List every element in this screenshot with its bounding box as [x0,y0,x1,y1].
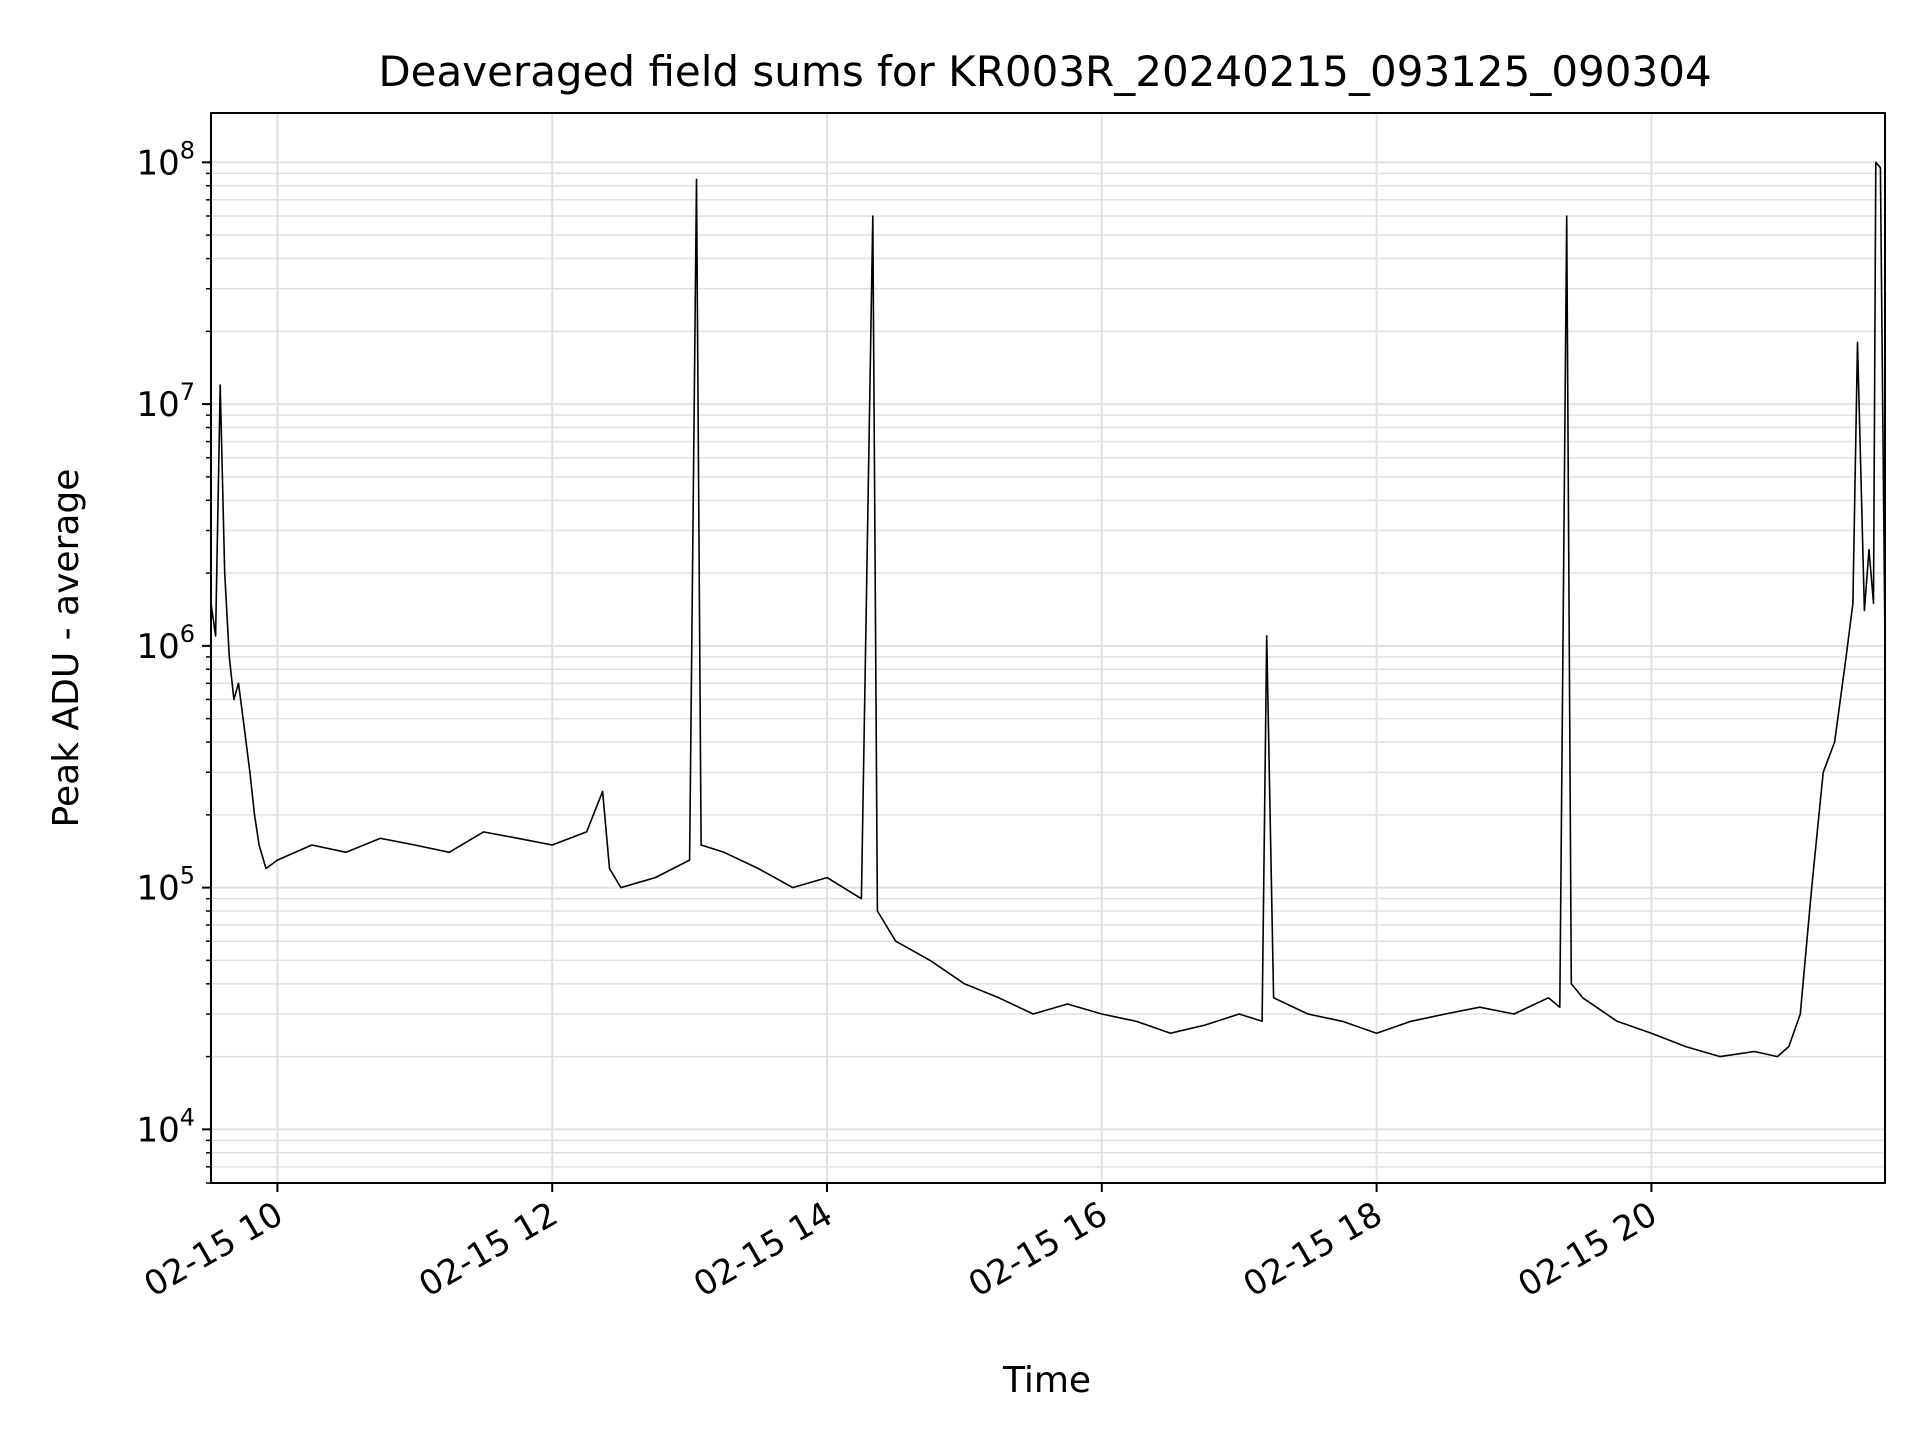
y-tick-label: 104 [136,1103,195,1150]
series-line-0 [210,161,1886,1058]
y-tick-label: 107 [136,378,195,425]
y-axis-label: Peak ADU - average [46,469,87,828]
y-tick-label: 108 [136,136,195,183]
y-axis: 104 105 106 107 108 [136,136,211,1184]
x-axis-label: Time [1002,1360,1091,1401]
series-layer [210,161,1886,1058]
grid [211,113,1885,1184]
y-tick-label: 105 [136,862,195,909]
y-tick-label: 106 [136,620,195,667]
plot-area [210,112,1886,1184]
chart-title: Deaveraged field sums for KR003R_2024021… [378,47,1711,96]
